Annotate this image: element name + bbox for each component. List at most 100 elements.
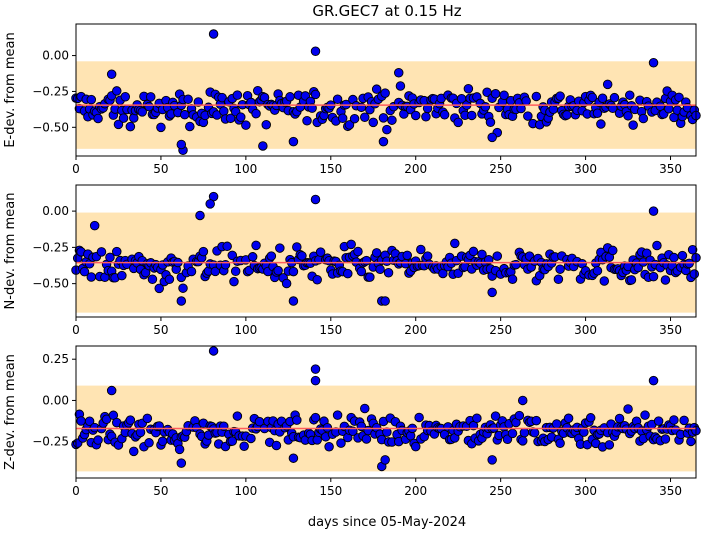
data-point xyxy=(450,238,460,249)
x-tick-label: 300 xyxy=(574,484,597,498)
data-point xyxy=(638,113,649,124)
data-point xyxy=(247,252,258,262)
data-point xyxy=(106,69,117,79)
data-point xyxy=(410,441,421,452)
y-tick-label: 0.00 xyxy=(42,393,69,407)
data-point xyxy=(310,46,321,57)
data-point xyxy=(288,296,299,306)
data-point xyxy=(113,119,124,130)
data-point xyxy=(288,453,299,463)
data-point xyxy=(480,102,491,112)
data-point xyxy=(439,110,450,120)
data-point xyxy=(307,103,317,113)
y-axis-label: E-dev. from mean xyxy=(3,32,18,147)
data-point xyxy=(246,433,256,444)
data-point xyxy=(230,266,241,277)
y-axis-label: Z-dev. from mean xyxy=(3,354,18,470)
data-point xyxy=(176,296,187,306)
data-point xyxy=(125,415,136,425)
x-tick-label: 200 xyxy=(404,484,427,498)
data-point xyxy=(686,436,696,447)
data-point xyxy=(198,246,209,257)
data-point xyxy=(652,240,662,251)
data-point xyxy=(640,410,650,420)
data-point xyxy=(628,120,638,130)
data-point xyxy=(625,90,635,100)
data-point xyxy=(485,117,496,128)
data-point xyxy=(422,251,433,261)
data-point xyxy=(468,246,479,257)
data-point xyxy=(585,413,596,423)
data-point xyxy=(86,272,97,282)
x-tick-label: 300 xyxy=(574,323,597,337)
data-point xyxy=(164,274,175,285)
data-point xyxy=(89,220,100,231)
data-point xyxy=(689,269,700,279)
data-point xyxy=(273,265,283,276)
y-axis-label: N-dev. from mean xyxy=(3,193,18,310)
data-point xyxy=(623,404,633,414)
data-point xyxy=(383,267,394,278)
data-point xyxy=(395,81,406,91)
data-point xyxy=(596,119,606,129)
data-point xyxy=(499,90,509,100)
data-point xyxy=(86,94,97,105)
data-point xyxy=(310,375,321,386)
y-tick-label: 0.00 xyxy=(42,49,69,63)
data-point xyxy=(337,113,348,124)
data-point xyxy=(599,276,610,286)
data-point xyxy=(193,97,204,107)
data-point xyxy=(507,274,518,284)
data-point xyxy=(322,422,333,433)
data-point xyxy=(592,108,603,118)
data-point xyxy=(174,444,185,455)
data-point xyxy=(275,243,285,253)
data-point xyxy=(344,120,355,130)
data-point xyxy=(516,103,526,114)
data-point xyxy=(416,244,426,255)
data-point xyxy=(660,434,671,444)
data-point xyxy=(292,242,302,252)
x-tick-label: 0 xyxy=(72,162,80,176)
data-point xyxy=(147,274,158,285)
data-point xyxy=(229,276,239,287)
data-point xyxy=(368,117,379,128)
x-tick-label: 50 xyxy=(153,323,168,337)
data-point xyxy=(360,112,370,123)
data-point xyxy=(324,441,334,452)
data-point xyxy=(519,427,530,438)
data-point xyxy=(346,239,356,250)
data-point xyxy=(609,92,620,103)
data-point xyxy=(669,252,679,263)
data-point xyxy=(380,88,390,98)
data-point xyxy=(608,245,618,256)
data-point xyxy=(592,266,603,276)
data-point xyxy=(587,92,598,103)
data-point xyxy=(410,110,421,121)
y-tick-label: −0.25 xyxy=(32,240,69,254)
data-point xyxy=(648,375,659,386)
data-point xyxy=(281,278,292,289)
x-tick-label: 100 xyxy=(234,162,257,176)
data-point xyxy=(251,240,261,251)
data-point xyxy=(490,411,501,421)
data-point xyxy=(310,194,321,205)
data-point xyxy=(137,107,147,117)
data-point xyxy=(371,84,382,94)
data-point xyxy=(220,260,231,270)
data-point xyxy=(360,403,370,414)
x-tick-label: 250 xyxy=(489,162,512,176)
data-point xyxy=(660,275,671,285)
data-point xyxy=(186,266,197,277)
data-point xyxy=(353,246,363,257)
data-point xyxy=(380,455,390,465)
x-tick-label: 200 xyxy=(404,162,427,176)
data-point xyxy=(205,199,215,209)
data-point xyxy=(105,252,115,263)
y-tick-label: −0.25 xyxy=(32,84,69,98)
x-tick-label: 150 xyxy=(319,484,342,498)
data-point xyxy=(555,91,565,101)
data-point xyxy=(227,436,238,446)
data-point xyxy=(93,113,103,124)
x-tick-label: 350 xyxy=(659,484,682,498)
